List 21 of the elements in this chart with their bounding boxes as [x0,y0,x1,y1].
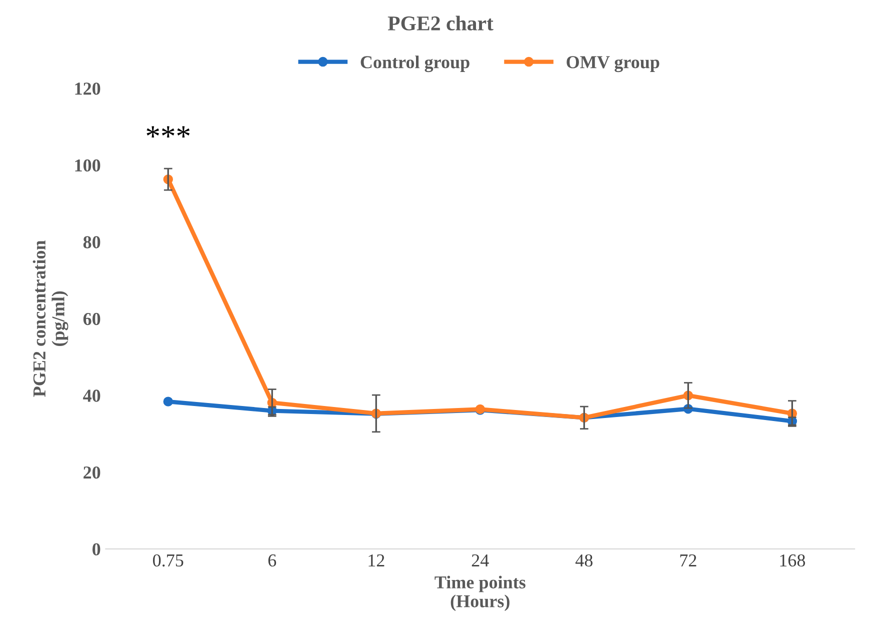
legend-label: Control group [360,56,470,72]
x-tick-label: 0.75 [153,554,184,567]
x-tick-label: 72 [680,554,696,566]
point [163,396,173,406]
legend-label: OMV group [566,56,660,72]
x-tick-label: 6 [268,554,276,567]
y-tick-label: 40 [83,390,100,402]
y-tick-label: 100 [75,159,100,172]
x-tick-label: 12 [368,554,384,566]
y-tick-label: 80 [83,236,100,248]
y-tick-label: 60 [83,312,100,326]
y-tick-label: 120 [75,82,100,95]
x-tick-label: 48 [575,554,592,567]
x-axis-title: Time points (Hours) [434,576,526,612]
chart-title: PGE2 chart [388,16,494,30]
annotation: *** [146,126,190,138]
y-tick-label: 0 [92,543,100,556]
y-tick-label: 20 [84,466,100,479]
x-tick-label: 168 [780,554,806,567]
y-axis-title: PGE2 concentration (pg/ml) [32,240,68,397]
x-tick-label: 24 [472,554,489,566]
